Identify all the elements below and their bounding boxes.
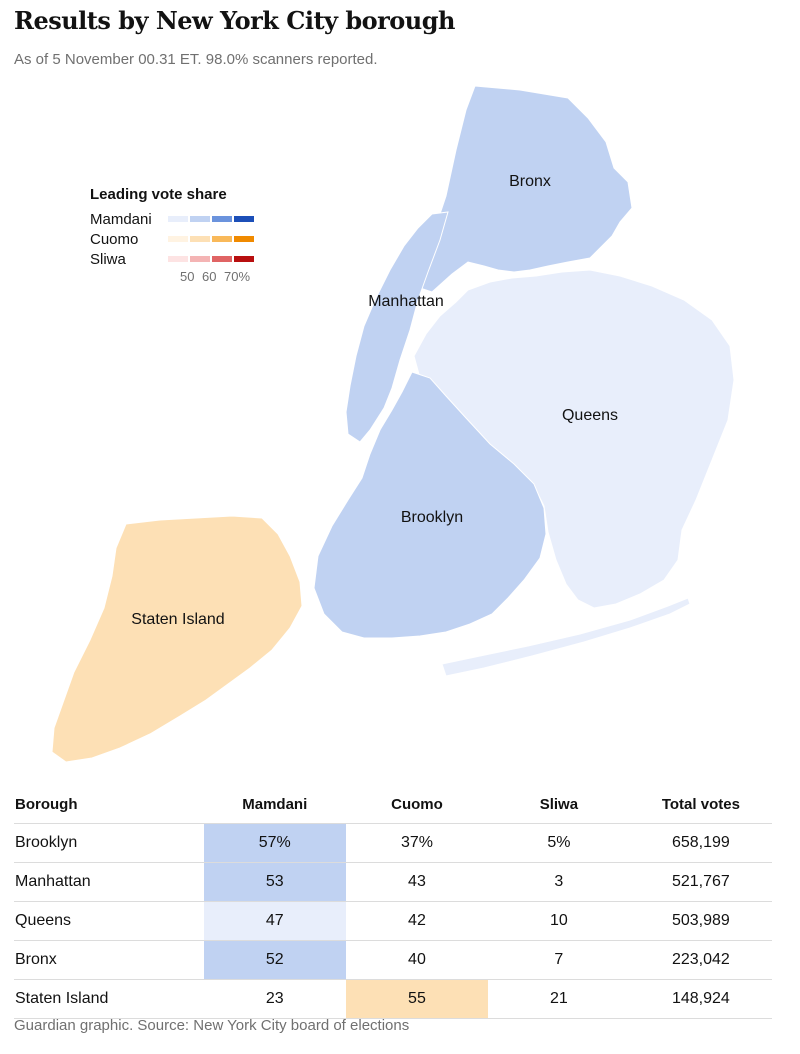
cell-sliwa: 7 [487, 940, 630, 980]
legend-title: Leading vote share [90, 186, 227, 203]
cell-borough: Bronx [14, 940, 204, 980]
cell-total-votes: 658,199 [629, 823, 772, 863]
label-staten-island: Staten Island [131, 611, 224, 628]
legend-swatch [168, 216, 188, 222]
legend-swatch [212, 216, 232, 222]
cell-cuomo: 55 [345, 979, 488, 1019]
table-row: Brooklyn 57% 37% 5% 658,199 [14, 823, 772, 863]
cell-total-votes: 223,042 [629, 940, 772, 980]
table-row: Bronx 52 40 7 223,042 [14, 940, 772, 980]
table-header-row: Borough Mamdani Cuomo Sliwa Total votes [14, 785, 772, 824]
cell-borough: Manhattan [14, 862, 204, 902]
legend-tick: 50 [180, 269, 195, 284]
borough-manhattan[interactable] [345, 211, 449, 443]
header-borough: Borough [14, 785, 204, 824]
legend-row-sliwa: Sliwa [90, 249, 256, 269]
legend-swatch [212, 256, 232, 262]
header-cuomo: Cuomo [345, 785, 488, 824]
cell-total-votes: 521,767 [629, 862, 772, 902]
legend-row-mamdani: Mamdani [90, 209, 256, 229]
cell-mamdani: 52 [203, 940, 346, 980]
legend-tick: 70% [224, 269, 251, 284]
borough-map: Bronx Manhattan Queens Brooklyn Staten I… [0, 70, 800, 780]
label-bronx: Bronx [509, 173, 551, 190]
cell-borough: Staten Island [14, 979, 204, 1019]
label-manhattan: Manhattan [368, 293, 444, 310]
source-credit: Guardian graphic. Source: New York City … [14, 1017, 410, 1034]
chart-subtitle: As of 5 November 00.31 ET. 98.0% scanner… [14, 51, 378, 68]
legend-swatch [190, 256, 210, 262]
table-row: Manhattan 53 43 3 521,767 [14, 862, 772, 902]
cell-cuomo: 42 [345, 901, 488, 941]
borough-staten-island[interactable] [51, 515, 303, 763]
cell-borough: Queens [14, 901, 204, 941]
legend-swatch [212, 236, 232, 242]
legend-swatch [234, 236, 254, 242]
legend-swatch [234, 256, 254, 262]
chart-title: Results by New York City borough [14, 6, 455, 35]
results-table: Borough Mamdani Cuomo Sliwa Total votes … [14, 785, 772, 1019]
legend-swatch [234, 216, 254, 222]
header-total-votes: Total votes [629, 785, 772, 824]
borough-queens-rockaway [441, 597, 691, 677]
legend-swatch [168, 236, 188, 242]
cell-sliwa: 21 [487, 979, 630, 1019]
cell-sliwa: 10 [487, 901, 630, 941]
table-row: Queens 47 42 10 503,989 [14, 901, 772, 941]
cell-cuomo: 40 [345, 940, 488, 980]
cell-mamdani: 53 [203, 862, 346, 902]
legend-ticks: 50 60 70% [90, 269, 256, 284]
label-queens: Queens [562, 407, 618, 424]
cell-sliwa: 3 [487, 862, 630, 902]
cell-mamdani: 23 [203, 979, 346, 1019]
legend-swatch [190, 236, 210, 242]
table-row: Staten Island 23 55 21 148,924 [14, 979, 772, 1019]
legend-swatch [190, 216, 210, 222]
cell-cuomo: 37% [345, 823, 488, 863]
label-brooklyn: Brooklyn [401, 509, 463, 526]
cell-mamdani: 47 [203, 901, 346, 941]
map-legend: Leading vote share Mamdani Cuomo Sliwa 5… [90, 186, 256, 284]
cell-total-votes: 148,924 [629, 979, 772, 1019]
cell-total-votes: 503,989 [629, 901, 772, 941]
legend-row-cuomo: Cuomo [90, 229, 256, 249]
header-sliwa: Sliwa [487, 785, 630, 824]
cell-sliwa: 5% [487, 823, 630, 863]
legend-swatch [168, 256, 188, 262]
cell-mamdani: 57% [203, 823, 346, 863]
cell-borough: Brooklyn [14, 823, 204, 863]
legend-candidate-name: Sliwa [90, 250, 126, 268]
header-mamdani: Mamdani [203, 785, 346, 824]
legend-candidate-name: Mamdani [90, 210, 152, 228]
legend-candidate-name: Cuomo [90, 230, 139, 248]
cell-cuomo: 43 [345, 862, 488, 902]
borough-brooklyn[interactable] [313, 371, 547, 639]
legend-tick: 60 [202, 269, 217, 284]
